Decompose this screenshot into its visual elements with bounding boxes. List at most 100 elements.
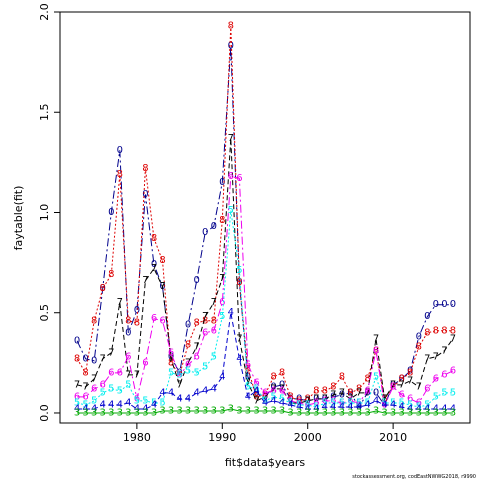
data-point-marker: 0 — [450, 299, 456, 310]
data-point-marker: 6 — [228, 171, 234, 182]
data-point-marker: 4 — [91, 404, 97, 415]
data-point-marker: 8 — [151, 233, 157, 244]
x-axis: 1980 1990 2000 2010 — [123, 423, 407, 444]
data-point-marker: 5 — [91, 395, 97, 406]
data-point-marker: 4 — [185, 393, 191, 404]
data-point-marker: 7 — [108, 347, 114, 358]
data-point-marker: 8 — [117, 169, 123, 180]
data-point-marker: 5 — [142, 395, 148, 406]
data-point-marker: 6 — [399, 389, 405, 400]
data-point-marker: 8 — [168, 357, 174, 368]
data-point-marker: 0 — [91, 355, 97, 366]
data-point-marker: 0 — [305, 395, 311, 406]
data-point-marker: 8 — [194, 317, 200, 328]
data-point-marker: 7 — [176, 379, 182, 390]
data-point-marker: 0 — [399, 373, 405, 384]
data-point-marker: 6 — [202, 327, 208, 338]
x-tick-label: 1990 — [208, 431, 236, 444]
data-point-marker: 8 — [228, 21, 234, 32]
data-point-marker: 4 — [142, 404, 148, 415]
data-point-marker: 4 — [262, 398, 268, 409]
data-point-marker: 8 — [424, 327, 430, 338]
data-point-marker: 4 — [450, 404, 456, 415]
data-point-marker: 5 — [262, 395, 268, 406]
data-point-marker: 5 — [296, 400, 302, 411]
data-point-marker: 5 — [82, 400, 88, 411]
data-point-marker: 7 — [74, 379, 80, 390]
data-point-marker: 3 — [296, 408, 302, 419]
data-point-marker: 6 — [159, 315, 165, 326]
data-point-marker: 5 — [450, 387, 456, 398]
data-point-marker: 6 — [219, 297, 225, 308]
data-point-marker: 4 — [253, 385, 259, 396]
data-point-marker: 7 — [339, 387, 345, 398]
data-point-marker: 4 — [74, 404, 80, 415]
series-line — [77, 175, 454, 407]
data-point-marker: 8 — [262, 389, 268, 400]
data-point-marker: 6 — [185, 359, 191, 370]
data-point-marker: 3 — [125, 408, 131, 419]
data-point-marker: 4 — [100, 400, 106, 411]
data-point-marker: 8 — [347, 387, 353, 398]
data-point-marker: 3 — [108, 408, 114, 419]
data-point-marker: 5 — [270, 391, 276, 402]
data-point-marker: 0 — [108, 207, 114, 218]
data-point-marker: 5 — [236, 265, 242, 276]
data-point-marker: 5 — [381, 398, 387, 409]
data-point-marker: 4 — [219, 371, 225, 382]
data-point-marker: 3 — [91, 408, 97, 419]
data-point-marker: 6 — [287, 395, 293, 406]
data-point-marker: 5 — [168, 367, 174, 378]
data-point-marker: 3 — [381, 408, 387, 419]
data-point-marker: 6 — [390, 381, 396, 392]
series-line — [76, 46, 453, 408]
data-point-marker: 5 — [279, 393, 285, 404]
data-point-marker: 6 — [176, 369, 182, 380]
data-point-marker: 5 — [219, 311, 225, 322]
data-point-marker: 7 — [159, 281, 165, 292]
data-point-marker: 8 — [134, 317, 140, 328]
data-point-marker: 3 — [176, 406, 182, 417]
data-point-marker: 8 — [450, 325, 456, 336]
data-point-marker: 5 — [305, 400, 311, 411]
data-point-marker: 4 — [236, 353, 242, 364]
data-point-marker: 7 — [356, 387, 362, 398]
data-point-marker: 8 — [108, 269, 114, 280]
data-point-marker: 5 — [108, 383, 114, 394]
data-point-marker: 6 — [100, 379, 106, 390]
data-point-marker: 3 — [339, 408, 345, 419]
data-point-marker: 4 — [441, 404, 447, 415]
data-point-marker: 4 — [194, 387, 200, 398]
series-line — [76, 138, 454, 404]
data-point-marker: 7 — [117, 297, 123, 308]
data-point-marker: 0 — [82, 353, 88, 364]
data-point-marker: 0 — [151, 259, 157, 270]
data-point-marker: 4 — [151, 400, 157, 411]
data-point-marker: 7 — [142, 275, 148, 286]
data-point-marker: 6 — [433, 373, 439, 384]
data-point-marker: 7 — [253, 395, 259, 406]
data-point-marker: 7 — [424, 353, 430, 364]
data-point-marker: 4 — [82, 404, 88, 415]
data-point-marker: 5 — [125, 379, 131, 390]
data-point-marker: 4 — [245, 391, 251, 402]
data-point-marker: 6 — [168, 347, 174, 358]
data-point-marker: 5 — [364, 398, 370, 409]
data-point-marker: 5 — [185, 365, 191, 376]
data-point-marker: 4 — [339, 402, 345, 413]
data-point-marker: 5 — [151, 398, 157, 409]
data-point-marker: 5 — [373, 371, 379, 382]
y-tick-label: 0.0 — [38, 404, 51, 422]
data-point-marker: 0 — [100, 283, 106, 294]
data-point-marker: 0 — [74, 335, 80, 346]
data-point-marker: 6 — [279, 385, 285, 396]
x-tick-label: 2010 — [379, 431, 407, 444]
data-point-marker: 8 — [433, 325, 439, 336]
data-point-marker: 4 — [287, 400, 293, 411]
data-point-marker: 4 — [279, 398, 285, 409]
data-point-marker: 4 — [407, 404, 413, 415]
data-point-marker: 7 — [185, 357, 191, 368]
